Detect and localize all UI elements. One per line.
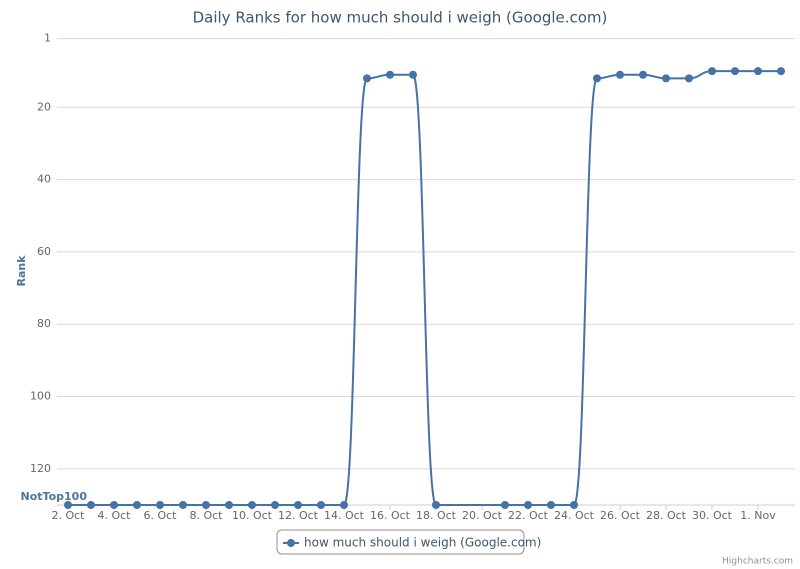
y-tick-label: 120 [30,462,51,475]
x-tick-label: 6. Oct [143,509,177,522]
point [777,67,785,76]
point [501,501,509,509]
point [685,74,693,83]
y-tick-label: 20 [37,100,51,113]
point [432,501,440,509]
point [133,501,141,509]
point [248,501,256,509]
point [524,501,532,509]
x-tick-label: 24. Oct [554,509,595,522]
point [225,501,233,509]
y-tick-label: NotTop100 [21,490,88,503]
point [156,501,164,509]
legend-symbol [287,539,295,547]
point [593,74,601,83]
point [708,67,716,76]
series-line [68,70,781,507]
x-tick-label: 20. Oct [462,509,503,522]
point [639,70,647,79]
point [662,74,670,83]
point [294,501,302,509]
point [110,501,118,509]
x-tick-label: 26. Oct [600,509,641,522]
y-tick-label: 1 [44,32,51,45]
y-tick-label: 60 [37,245,51,258]
point [754,67,762,76]
point [616,70,624,79]
legend-box [276,529,525,555]
credits[interactable]: Highcharts.com [722,557,793,567]
x-tick-label: 4. Oct [97,509,131,522]
x-tick-label: 18. Oct [416,509,457,522]
point [570,501,578,509]
point [363,74,371,83]
x-tick-label: 10. Oct [232,509,273,522]
x-tick-label: 14. Oct [324,509,365,522]
x-tick-label: 8. Oct [189,509,223,522]
x-tick-label: 22. Oct [508,509,549,522]
point [179,501,187,509]
point [547,501,555,509]
y-tick-label: 80 [37,317,51,330]
legend-label[interactable]: how much should i weigh (Google.com) [304,536,541,550]
y-tick-label: 100 [30,390,51,403]
point [87,501,95,509]
point [731,67,739,76]
x-tick-label: 12. Oct [278,509,319,522]
y-axis-title: Rank [15,255,28,287]
x-tick-label: 16. Oct [370,509,411,522]
x-tick-label: 30. Oct [692,509,733,522]
point [386,70,394,79]
x-tick-label: 1. Nov [740,509,776,522]
chart-title: Daily Ranks for how much should i weigh … [193,9,608,27]
x-tick-label: 28. Oct [646,509,687,522]
x-tick-label: 2. Oct [51,509,85,522]
point [271,501,279,509]
point [340,501,348,509]
y-tick-label: 40 [37,173,51,186]
point [409,70,417,79]
point [64,501,72,509]
point [202,501,210,509]
point [317,501,325,509]
